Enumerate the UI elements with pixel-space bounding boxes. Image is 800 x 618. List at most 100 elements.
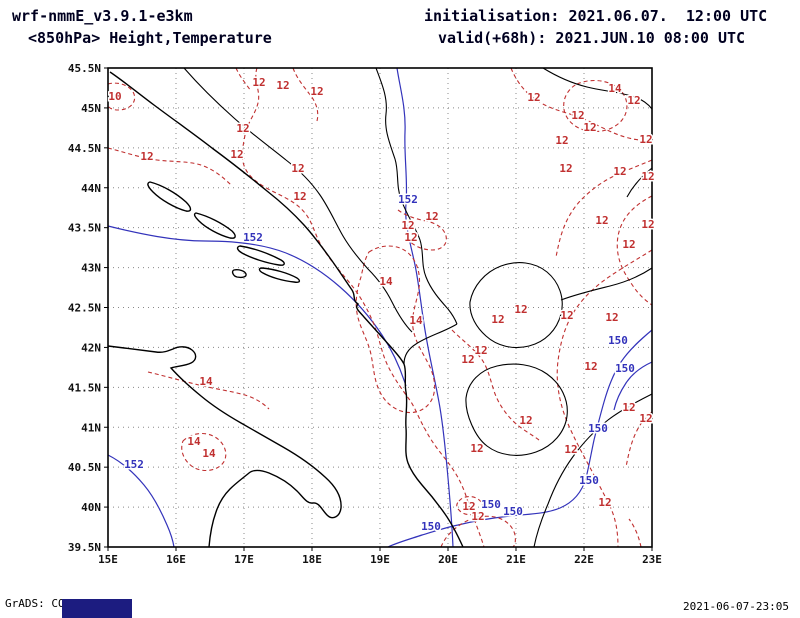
- temperature-contour-label: 12: [474, 344, 487, 357]
- axis-tick-layer: 15E 16E 17E 18E 19E 20E 21E 22E 23E 45.5N 45N 44.5N…: [68, 62, 662, 566]
- temperature-contour-label: 12: [622, 238, 635, 251]
- temperature-contour: [616, 195, 653, 306]
- x-tick-label: 22E: [574, 553, 594, 566]
- temperature-contour-label: 12: [598, 496, 611, 509]
- island: [147, 181, 192, 212]
- temperature-contour-label: 14: [608, 82, 622, 95]
- temperature-contour-label: 12: [236, 122, 249, 135]
- height-contour: [387, 329, 653, 548]
- y-tick-label: 44.5N: [68, 142, 101, 155]
- temperature-contour-label: 12: [230, 148, 243, 161]
- border-greece: [533, 393, 653, 548]
- temperature-contour: [510, 67, 653, 141]
- temperature-contour: [107, 82, 136, 111]
- border-east-serbia: [560, 267, 653, 301]
- temperature-contour: [107, 147, 232, 186]
- temperature-contour-label: 12: [461, 353, 474, 366]
- y-tick-label: 45N: [81, 102, 101, 115]
- temperature-contour-label: 14: [187, 435, 201, 448]
- temperature-contour-label: 14: [379, 275, 393, 288]
- temperature-contour-label: 12: [514, 303, 527, 316]
- temperature-contour-label: 12: [584, 360, 597, 373]
- border-drina: [375, 67, 458, 325]
- x-tick-label: 19E: [370, 553, 390, 566]
- temperature-contour: [241, 67, 485, 548]
- temperature-contour: [235, 67, 252, 92]
- coastline-italy: [107, 345, 342, 548]
- height-contour: [396, 67, 454, 548]
- y-tick-label: 41N: [81, 421, 101, 434]
- height-contour: [107, 225, 407, 387]
- temperature-contour-layer: [107, 67, 653, 548]
- temperature-contour-label: 12: [605, 311, 618, 324]
- temperature-contour-label: 12: [404, 231, 417, 244]
- height-contour-label: 152: [243, 231, 263, 244]
- x-tick-label: 16E: [166, 553, 186, 566]
- temperature-contour: [440, 515, 516, 548]
- island: [236, 245, 285, 266]
- height-contour-label: 150: [503, 505, 523, 518]
- y-tick-label: 40N: [81, 501, 101, 514]
- temperature-contour-label: 12: [310, 85, 323, 98]
- temperature-contour-label: 12: [252, 76, 265, 89]
- temperature-contour-label: 12: [639, 412, 652, 425]
- x-tick-label: 15E: [98, 553, 118, 566]
- height-contour-label: 150: [588, 422, 608, 435]
- temperature-contour-label: 12: [462, 500, 475, 513]
- model-title: wrf-nmmE_v3.9.1-e3km: [12, 7, 193, 25]
- temperature-contour-label: 12: [140, 150, 153, 163]
- temperature-contour-label: 14: [202, 447, 216, 460]
- temperature-contour: [451, 329, 540, 441]
- border-bosnia: [183, 67, 413, 333]
- temperature-contour-label: 12: [613, 165, 626, 178]
- y-tick-label: 44N: [81, 182, 101, 195]
- coastline-dalmatia-albania: [109, 71, 464, 548]
- x-tick-label: 21E: [506, 553, 526, 566]
- temperature-contour-label: 12: [276, 79, 289, 92]
- temperature-contour-label: 12: [471, 510, 484, 523]
- temperature-contour: [563, 79, 628, 133]
- temperature-contour: [556, 249, 653, 548]
- x-tick-label: 23E: [642, 553, 662, 566]
- temperature-contour-label: 12: [641, 170, 654, 183]
- temperature-contour-label: 10: [108, 90, 121, 103]
- temperature-contour-label: 12: [622, 401, 635, 414]
- island: [231, 269, 247, 279]
- y-tick-label: 43.5N: [68, 222, 101, 235]
- temperature-contour: [555, 159, 653, 258]
- temperature-contour-label: 12: [559, 162, 572, 175]
- y-tick-label: 45.5N: [68, 62, 101, 75]
- temperature-contour: [181, 432, 227, 472]
- x-tick-label: 18E: [302, 553, 322, 566]
- island: [193, 212, 236, 239]
- x-tick-label: 20E: [438, 553, 458, 566]
- border-north-serbia: [542, 67, 653, 110]
- temperature-contour-label: 12: [564, 443, 577, 456]
- height-contour-label: 150: [481, 498, 501, 511]
- product-title: <850hPa> Height,Temperature: [28, 29, 272, 47]
- y-tick-label: 39.5N: [68, 541, 101, 554]
- temperature-contour-label: 12: [639, 133, 652, 146]
- border-macedonia: [465, 363, 568, 456]
- valid-time-label: valid(+68h): 2021.JUN.10 08:00 UTC: [438, 29, 746, 47]
- x-tick-label: 17E: [234, 553, 254, 566]
- render-timestamp: 2021-06-07-23:05: [683, 600, 789, 613]
- y-tick-label: 41.5N: [68, 381, 101, 394]
- height-contour-label: 150: [608, 334, 628, 347]
- y-tick-label: 42N: [81, 341, 101, 354]
- height-contour-label: 152: [124, 458, 144, 471]
- map-frame: [107, 67, 653, 548]
- temperature-contour-label: 12: [293, 190, 306, 203]
- temperature-contour-label: 12: [641, 218, 654, 231]
- temperature-contour-label: 12: [519, 414, 532, 427]
- bottom-blue-rect: [62, 599, 132, 618]
- temperature-contour: [292, 67, 319, 122]
- temperature-contour-label: 14: [409, 314, 423, 327]
- temperature-contour-label: 12: [425, 210, 438, 223]
- border-kosovo: [469, 262, 563, 349]
- temperature-contour-label: 12: [491, 313, 504, 326]
- temperature-contour-label: 14: [199, 375, 213, 388]
